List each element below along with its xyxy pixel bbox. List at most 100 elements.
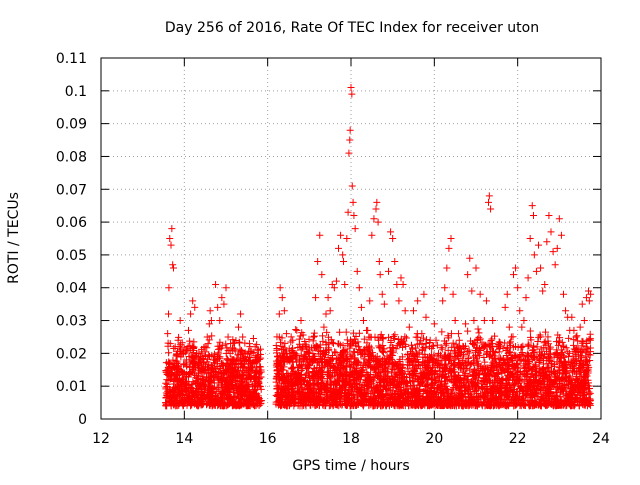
scatter-point-dense	[377, 383, 385, 391]
scatter-point-dense	[402, 334, 410, 342]
scatter-point	[485, 192, 493, 200]
scatter-point	[372, 205, 380, 213]
scatter-point-dense	[487, 389, 495, 397]
scatter-point-dense	[478, 365, 486, 373]
scatter-point-dense	[298, 393, 306, 401]
scatter-point	[462, 320, 470, 328]
scatter-point	[241, 356, 249, 364]
scatter-point-dense	[336, 360, 344, 368]
scatter-point-dense	[405, 397, 413, 405]
scatter-point-dense	[357, 372, 365, 380]
scatter-point-dense	[584, 376, 592, 384]
scatter-point-dense	[332, 367, 340, 375]
scatter-point-dense	[442, 341, 450, 349]
x-tick-label: 16	[259, 431, 277, 447]
scatter-point-dense	[421, 396, 429, 404]
scatter-point-dense	[445, 356, 453, 364]
y-tick-label: 0.08	[56, 149, 87, 165]
scatter-point	[360, 317, 367, 325]
scatter-point	[163, 376, 171, 384]
scatter-point-dense	[171, 399, 179, 407]
scatter-point-dense	[351, 361, 359, 369]
scatter-point-dense	[333, 364, 341, 372]
x-tick-label: 24	[592, 431, 610, 447]
scatter-point-dense	[253, 367, 261, 375]
scatter-point-dense	[232, 337, 240, 345]
scatter-point	[430, 320, 438, 328]
scatter-point-dense	[517, 383, 525, 391]
scatter-point-dense	[401, 333, 409, 341]
scatter-point-dense	[286, 350, 294, 358]
scatter-point-dense	[359, 391, 367, 399]
scatter-point	[522, 294, 530, 302]
scatter-point-dense	[476, 335, 484, 343]
scatter-point-dense	[364, 382, 372, 390]
scatter-point-dense	[337, 353, 345, 361]
scatter-point-dense	[251, 386, 259, 394]
scatter-point-dense	[186, 383, 194, 391]
scatter-point-dense	[486, 402, 494, 410]
scatter-point	[345, 149, 353, 157]
scatter-point-dense	[551, 361, 559, 369]
scatter-point-dense	[211, 401, 219, 409]
scatter-point-dense	[325, 340, 333, 348]
scatter-point-dense	[562, 387, 570, 395]
scatter-point-dense	[377, 398, 385, 406]
scatter-point-dense	[438, 328, 446, 336]
scatter-point-dense	[213, 372, 221, 380]
scatter-point-dense	[404, 365, 412, 373]
scatter-point-dense	[524, 365, 532, 373]
scatter-point-dense	[323, 377, 331, 385]
scatter-point-dense	[318, 358, 326, 366]
scatter-point-dense	[388, 343, 396, 351]
scatter-point-dense	[336, 341, 344, 349]
scatter-point-dense	[560, 342, 568, 350]
scatter-point-dense	[428, 363, 436, 371]
scatter-point	[422, 313, 430, 321]
scatter-point-dense	[374, 334, 382, 342]
scatter-point-dense	[509, 393, 517, 401]
scatter-point-dense	[550, 353, 558, 361]
scatter-point-dense	[336, 357, 344, 365]
scatter-point-dense	[443, 386, 451, 394]
scatter-point-dense	[186, 358, 194, 366]
scatter-point-dense	[459, 368, 467, 376]
scatter-point	[301, 343, 309, 351]
scatter-point-dense	[299, 355, 307, 363]
scatter-point-dense	[348, 339, 356, 347]
scatter-point-dense	[405, 370, 413, 378]
scatter-point-dense	[551, 369, 559, 377]
scatter-point-dense	[525, 400, 533, 408]
scatter-point-dense	[425, 371, 433, 379]
scatter-point-dense	[496, 344, 504, 352]
scatter-point-dense	[316, 367, 324, 375]
scatter-point-dense	[186, 369, 194, 377]
scatter-point-dense	[443, 364, 451, 372]
scatter-point-dense	[379, 335, 387, 343]
scatter-point-dense	[342, 370, 350, 378]
scatter-point-dense	[282, 392, 290, 400]
scatter-point-dense	[444, 394, 452, 402]
scatter-point-dense	[565, 393, 573, 401]
scatter-point-dense	[360, 392, 368, 400]
scatter-point-dense	[233, 372, 241, 380]
scatter-point	[380, 300, 388, 308]
scatter-point-dense	[458, 356, 466, 364]
scatter-point-dense	[250, 373, 258, 381]
scatter-point-dense	[508, 357, 516, 365]
scatter-point-dense	[436, 402, 444, 410]
scatter-point-dense	[197, 380, 205, 388]
scatter-point-dense	[449, 384, 457, 392]
scatter-point-dense	[237, 385, 245, 393]
scatter-point-dense	[340, 389, 348, 397]
scatter-point-dense	[505, 387, 513, 395]
scatter-point-dense	[298, 402, 306, 410]
scatter-point	[251, 343, 259, 351]
scatter-point-dense	[255, 378, 263, 386]
scatter-point-dense	[241, 384, 249, 392]
scatter-point-dense	[497, 367, 505, 375]
scatter-point-dense	[180, 387, 188, 395]
scatter-point	[545, 212, 553, 220]
y-tick-label: 0.01	[56, 379, 87, 395]
scatter-point	[193, 349, 201, 357]
